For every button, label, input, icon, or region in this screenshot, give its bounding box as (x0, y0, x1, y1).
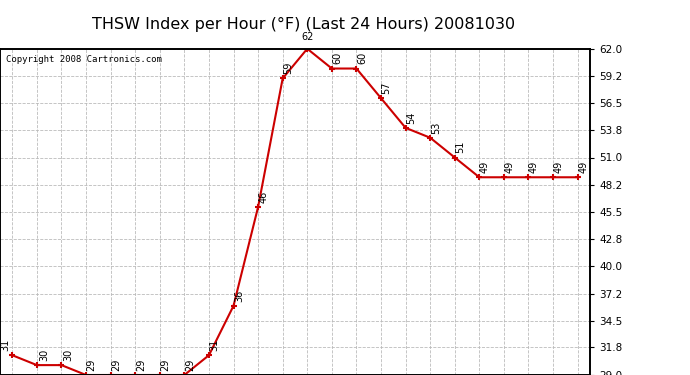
Text: 46: 46 (259, 190, 268, 203)
Text: 53: 53 (431, 121, 441, 134)
Text: 49: 49 (529, 161, 539, 173)
Text: 60: 60 (333, 52, 342, 64)
Text: 49: 49 (504, 161, 515, 173)
Text: 49: 49 (578, 161, 588, 173)
Text: 60: 60 (357, 52, 367, 64)
Text: 30: 30 (63, 349, 73, 361)
Text: 29: 29 (86, 358, 97, 371)
Text: 29: 29 (111, 358, 121, 371)
Text: 31: 31 (1, 339, 10, 351)
Text: 29: 29 (185, 358, 195, 371)
Text: 36: 36 (234, 290, 244, 302)
Text: 57: 57 (382, 81, 391, 94)
Text: 29: 29 (136, 358, 146, 371)
Text: Copyright 2008 Cartronics.com: Copyright 2008 Cartronics.com (6, 55, 161, 64)
Text: 49: 49 (553, 161, 564, 173)
Text: 29: 29 (160, 358, 170, 371)
Text: 62: 62 (301, 32, 313, 42)
Text: THSW Index per Hour (°F) (Last 24 Hours) 20081030: THSW Index per Hour (°F) (Last 24 Hours)… (92, 17, 515, 32)
Text: 51: 51 (455, 141, 465, 153)
Text: 31: 31 (210, 339, 219, 351)
Text: 54: 54 (406, 111, 416, 124)
Text: 59: 59 (283, 62, 293, 74)
Text: 30: 30 (39, 349, 49, 361)
Text: 49: 49 (480, 161, 490, 173)
